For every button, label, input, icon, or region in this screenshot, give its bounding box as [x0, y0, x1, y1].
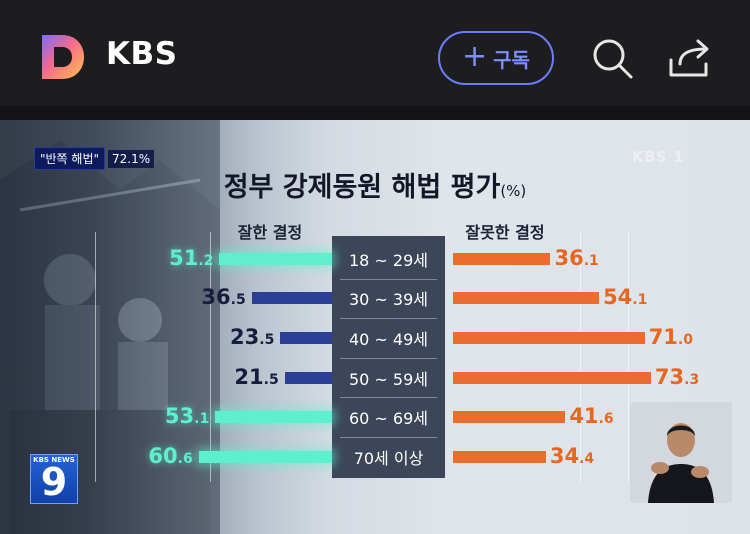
header-divider — [0, 106, 750, 120]
gridline — [95, 232, 96, 482]
bar-good-decision — [219, 252, 332, 265]
channel-name[interactable]: KBS — [106, 36, 178, 72]
value-label-bad-decision: 71.0 — [648, 325, 693, 349]
headline-tag-percent: 72.1% — [108, 149, 155, 168]
bar-good-decision — [251, 292, 332, 305]
bar-bad-decision — [453, 252, 551, 265]
news-badge-small: KBS NEWS — [33, 456, 75, 464]
kbs-news9-badge: KBS NEWS 9 — [30, 454, 78, 504]
share-icon[interactable] — [668, 38, 712, 78]
bar-bad-decision — [453, 332, 645, 344]
headline-tag-label: "반쪽 해법" — [34, 147, 106, 170]
bar-good-decision — [284, 371, 332, 384]
bar-bad-decision — [453, 371, 651, 384]
age-group-label: 30 ~ 39세 — [348, 290, 429, 310]
value-label-good-decision: 60.6 — [148, 443, 193, 468]
age-group-label: 60 ~ 69세 — [348, 409, 429, 429]
age-group-label: 18 ~ 29세 — [348, 250, 429, 270]
value-label-good-decision: 53.1 — [164, 404, 210, 429]
gridline — [580, 232, 581, 482]
age-row-separator — [340, 318, 437, 320]
bar-good-decision — [280, 332, 332, 344]
subscribe-label: 구독 — [493, 47, 530, 72]
age-group-label: 70세 이상 — [353, 448, 424, 468]
bar-good-decision — [198, 450, 332, 463]
value-label-bad-decision: 41.6 — [569, 404, 614, 429]
age-row-separator — [340, 437, 437, 438]
value-label-bad-decision: 54.1 — [603, 285, 648, 310]
bar-bad-decision — [453, 292, 600, 305]
chart-title: 정부 강제동원 해법 평가(%) — [0, 165, 750, 204]
value-label-good-decision: 36.5 — [201, 285, 246, 310]
age-group-label: 50 ~ 59세 — [348, 369, 429, 389]
subscribe-button[interactable]: + 구독 — [438, 31, 554, 85]
age-row-separator — [340, 397, 437, 399]
chart-title-text: 정부 강제동원 해법 평가 — [223, 172, 501, 203]
age-panel — [332, 236, 445, 478]
age-row-separator — [340, 278, 437, 280]
age-group-label: 40 ~ 49세 — [348, 330, 429, 349]
value-label-good-decision: 23.5 — [230, 325, 275, 349]
chart-title-unit: (%) — [500, 182, 527, 200]
bar-bad-decision — [453, 411, 566, 424]
value-label-bad-decision: 34.4 — [549, 443, 595, 468]
value-label-bad-decision: 36.1 — [554, 245, 599, 270]
legend-good-decision: 잘한 결정 — [237, 223, 303, 242]
sign-language-interpreter — [630, 402, 732, 503]
broadcaster-bug: KBS 1 — [632, 148, 685, 166]
value-label-bad-decision: 73.3 — [654, 364, 700, 389]
app-header: KBS + 구독 — [0, 0, 750, 106]
headline-tag: "반쪽 해법" 72.1% — [34, 147, 155, 170]
news-badge-number: 9 — [40, 460, 68, 504]
gridline — [210, 232, 211, 482]
d-logo-icon[interactable] — [40, 33, 86, 81]
video-player[interactable]: "반쪽 해법" 72.1% KBS 1 정부 강제동원 해법 평가(%) 잘한 … — [0, 120, 750, 534]
legend-bad-decision: 잘못한 결정 — [465, 223, 545, 242]
search-icon[interactable] — [590, 36, 634, 80]
age-row-separator — [340, 357, 437, 359]
plus-icon: + — [462, 38, 488, 74]
value-label-good-decision: 51.2 — [169, 245, 214, 270]
gridline — [628, 232, 629, 482]
bar-bad-decision — [453, 450, 546, 463]
value-label-good-decision: 21.5 — [234, 364, 279, 389]
bar-good-decision — [215, 411, 332, 424]
